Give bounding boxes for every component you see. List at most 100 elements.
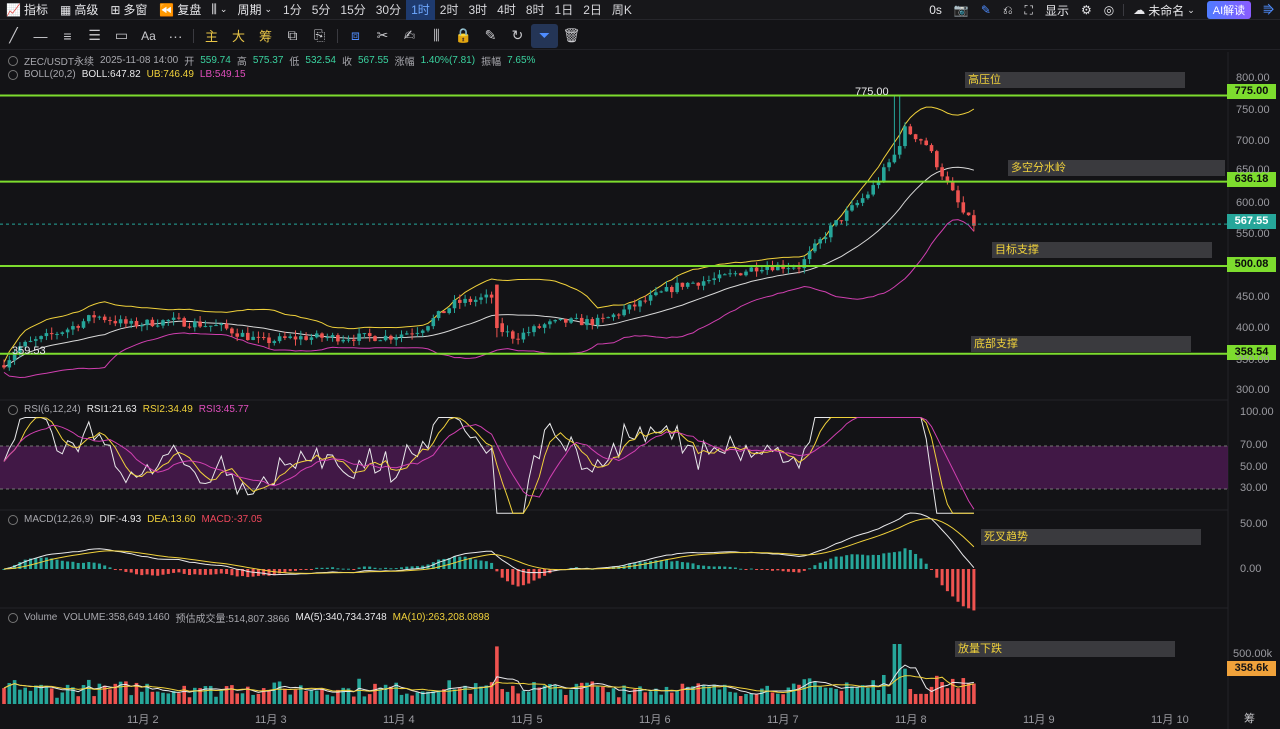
annotation-bottom-support[interactable]: 底部支撑: [971, 336, 1191, 352]
macd-histogram-bar: [156, 569, 160, 576]
macd-histogram-bar: [898, 551, 902, 569]
macd-histogram-bar: [230, 569, 234, 576]
interval-tab-11[interactable]: 周K: [611, 3, 632, 17]
interval-tab-1[interactable]: 5分: [311, 3, 331, 17]
candle-body: [155, 325, 160, 327]
layout-dropdown[interactable]: ☁ 未命名 ⌄: [1133, 3, 1195, 18]
annotation-resistance[interactable]: 高压位: [965, 72, 1185, 88]
volume-bar: [887, 693, 891, 704]
chart-type-button[interactable]: ⫼ ⌄: [207, 0, 231, 20]
chart-canvas[interactable]: [0, 52, 1280, 729]
macd-histogram-bar: [299, 569, 303, 570]
cloud-icon: ☁: [1133, 3, 1146, 17]
rectangle-icon[interactable]: ▭: [114, 27, 129, 43]
undo-icon[interactable]: ⎌: [1002, 2, 1013, 17]
ruler-icon[interactable]: ✂: [376, 27, 389, 43]
text-tool-button[interactable]: Aa: [141, 28, 156, 43]
period-dropdown[interactable]: 周期 ⌄: [231, 0, 278, 20]
annotation-bull-bear-line[interactable]: 多空分水岭: [1008, 160, 1225, 176]
camera-icon[interactable]: 📷: [953, 3, 969, 17]
chevron-down-icon: ⌄: [1187, 4, 1195, 15]
volume-bar: [28, 690, 33, 704]
candle-body: [696, 282, 701, 286]
advanced-button[interactable]: ▦ 高级: [54, 0, 104, 20]
volume-bar: [177, 693, 181, 704]
share-icon[interactable]: ⭆: [1263, 2, 1274, 17]
lock-icon[interactable]: 🔒: [454, 27, 473, 43]
compare-icon[interactable]: ⧉: [287, 27, 298, 43]
interval-tab-8[interactable]: 8时: [525, 3, 545, 17]
pattern-icon[interactable]: ⫼: [433, 27, 440, 43]
eye-icon[interactable]: [8, 514, 18, 525]
interval-tab-3[interactable]: 30分: [375, 3, 402, 17]
filter-icon[interactable]: ⏷: [531, 23, 558, 48]
brush-icon[interactable]: ✍: [403, 27, 416, 43]
macd-histogram-bar: [824, 561, 827, 569]
chips-button[interactable]: 筹: [258, 29, 272, 44]
volume-bar: [383, 684, 388, 704]
pencil-icon[interactable]: ✎: [980, 3, 991, 17]
parallel-lines-icon[interactable]: ≡: [63, 27, 72, 44]
annotation-target-support[interactable]: 目标支撑: [992, 242, 1212, 258]
volume-bar: [754, 694, 759, 704]
price-axis-label: 750.00: [1236, 104, 1270, 116]
hide-icon[interactable]: ↻: [511, 27, 524, 43]
candle-body: [511, 331, 515, 339]
edit-icon[interactable]: ✎: [484, 27, 497, 43]
copy-icon[interactable]: ⎘: [313, 27, 326, 43]
eye-icon[interactable]: [8, 404, 18, 415]
fullscreen-icon[interactable]: ⛶: [1024, 2, 1033, 17]
volume-bar: [256, 693, 261, 704]
volume-bar: [776, 693, 780, 704]
macd-histogram-bar: [172, 569, 176, 573]
magnet-icon[interactable]: ⧈: [351, 27, 360, 43]
interval-tab-4[interactable]: 1时: [406, 0, 435, 20]
volume-bar: [601, 686, 605, 704]
horizontal-line-icon[interactable]: —: [33, 27, 48, 44]
chips-corner-button[interactable]: 筹: [1244, 713, 1255, 725]
interval-tab-10[interactable]: 2日: [583, 3, 602, 17]
drawing-toolbar: ╱ — ≡ ☰ ▭ Aa ··· 主 大 筹 ⧉ ⎘ ⧈ ✂ ✍ ⫼ 🔒 ✎ ↻…: [0, 22, 1280, 50]
eye-icon[interactable]: [8, 55, 18, 66]
eye-icon[interactable]: [8, 612, 18, 623]
interval-tab-2[interactable]: 15分: [340, 3, 366, 17]
interval-tab-9[interactable]: 1日: [554, 3, 574, 17]
volume-bar: [458, 688, 462, 704]
candle-body: [145, 319, 149, 326]
multi-window-button[interactable]: ⊞ 多窗: [104, 0, 153, 20]
trash-icon[interactable]: 🗑: [562, 27, 581, 43]
fib-icon[interactable]: ☰: [88, 27, 101, 43]
interval-tab-6[interactable]: 3时: [468, 3, 488, 17]
candle-body: [760, 269, 764, 272]
indicators-button[interactable]: 📈 指标: [0, 0, 54, 20]
interval-tab-0[interactable]: 1分: [283, 3, 302, 17]
ai-interpret-button[interactable]: AI解读: [1206, 1, 1252, 19]
chart-area[interactable]: ZEC/USDT永续 2025-11-08 14:00 开 559.74 高 575…: [0, 52, 1280, 729]
candle-body: [97, 316, 102, 318]
candle-body: [595, 317, 600, 326]
replay-button[interactable]: ⏪ 复盘: [153, 0, 207, 20]
volume-bar: [913, 694, 918, 704]
interval-tab-5[interactable]: 2时: [439, 3, 459, 17]
candle-body: [378, 340, 383, 342]
eye-icon[interactable]: [8, 69, 18, 80]
volume-bar: [7, 683, 12, 704]
volume-bar: [537, 687, 542, 704]
volume-bar: [198, 688, 202, 704]
display-button[interactable]: 显示: [1044, 3, 1069, 18]
trendline-icon[interactable]: ╱: [9, 27, 18, 43]
annotation-death-cross[interactable]: 死叉趋势: [981, 529, 1201, 545]
macd-histogram-bar: [82, 562, 85, 569]
macd-histogram-bar: [855, 554, 859, 569]
large-order-button[interactable]: 大: [231, 29, 245, 44]
main-indicator-button[interactable]: 主: [204, 29, 218, 44]
camera-icon[interactable]: ◎: [1103, 3, 1115, 17]
more-tools-button[interactable]: ···: [168, 27, 183, 44]
annotation-volume-drop[interactable]: 放量下跌: [955, 641, 1175, 657]
volume-legend: Volume VOLUME:358,649.1460 预估成交量:514,807…: [8, 610, 489, 625]
settings-icon[interactable]: ⚙: [1080, 3, 1092, 17]
candle-body: [118, 319, 123, 324]
macd-histogram-bar: [203, 569, 207, 575]
macd-histogram-bar: [188, 569, 191, 576]
interval-tab-7[interactable]: 4时: [497, 3, 516, 17]
